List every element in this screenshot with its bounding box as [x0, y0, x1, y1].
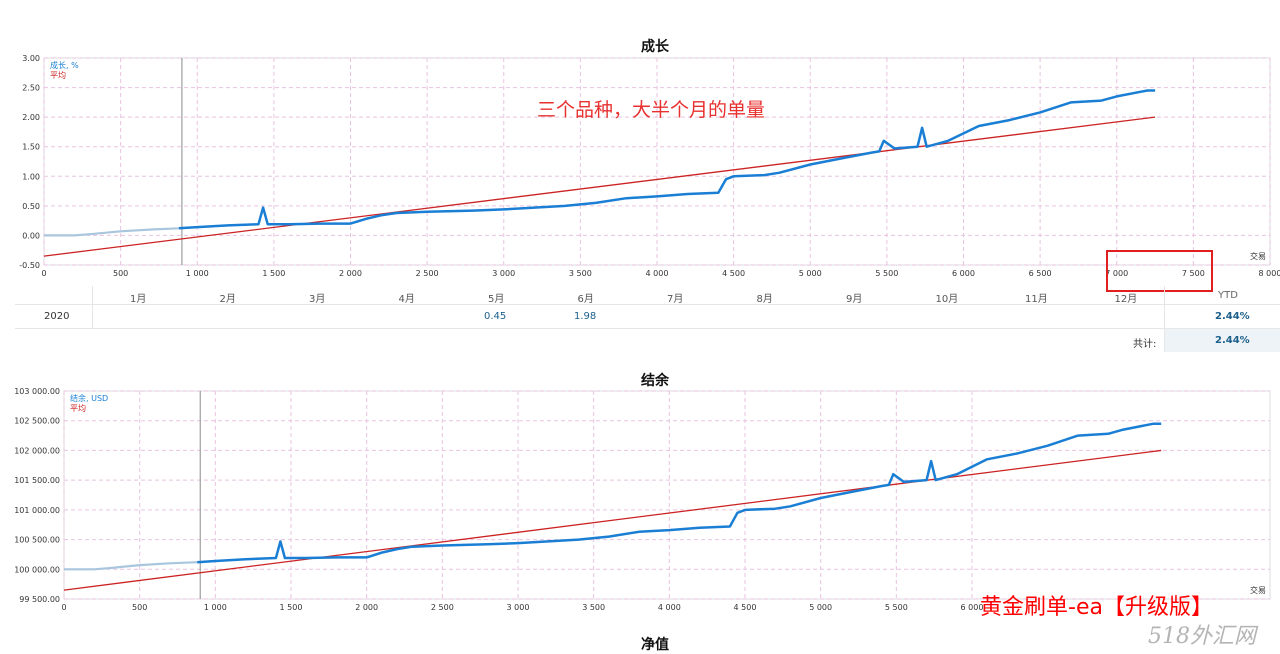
- y-tick-label: 2.50: [22, 84, 40, 93]
- x-axis-label: 交易: [1250, 251, 1266, 261]
- watermark-text: 黄金刷单-ea【升级版】: [980, 595, 1213, 620]
- y-tick-label: 2.00: [22, 113, 40, 122]
- x-tick-label: 500: [132, 603, 147, 612]
- average-line: [43, 116, 1156, 257]
- balance-chart: 103 000.00 102 500.00 102 000.00 101 500.00…: [14, 387, 1271, 612]
- growth-line: [178, 89, 1156, 230]
- y-tick-label: 102 500.00: [14, 417, 60, 426]
- legend-growth: 成长, %: [50, 60, 79, 70]
- y-tick-label: 101 000.00: [14, 506, 60, 515]
- y-tick-label: 102 000.00: [14, 446, 60, 455]
- plot-frame: [63, 390, 1271, 600]
- month-label: 11月: [1025, 294, 1048, 305]
- total-value: 2.44%: [1215, 335, 1250, 346]
- x-tick-label: 3 000: [507, 603, 530, 612]
- month-label: 3月: [309, 294, 326, 305]
- x-tick-label: 1 500: [262, 269, 285, 278]
- x-tick-label: 1 500: [280, 603, 303, 612]
- x-tick-label: 6 000: [952, 269, 975, 278]
- total-label: 共计:: [1133, 339, 1157, 350]
- y-tick-label: 100 500.00: [14, 536, 60, 545]
- month-label: 10月: [935, 294, 959, 305]
- month-label: 6月: [577, 294, 594, 305]
- x-tick-label: 500: [113, 269, 128, 278]
- y-tick-label: 99 500.00: [19, 595, 60, 604]
- y-tick-label: 100 000.00: [14, 565, 60, 574]
- x-tick-label: 2 500: [431, 603, 454, 612]
- x-tick-label: 1 000: [204, 603, 227, 612]
- x-tick-label: 2 000: [339, 269, 362, 278]
- growth-line-history: [64, 561, 198, 571]
- x-tick-label: 7 000: [1105, 269, 1128, 278]
- legend-growth: 结余, USD: [70, 393, 108, 403]
- growth-line-history: [44, 227, 179, 237]
- month-label: 2月: [219, 294, 236, 305]
- total-cell-bg: [1165, 329, 1280, 352]
- x-tick-label: 2 500: [416, 269, 439, 278]
- y-tick-label: -0.50: [19, 261, 40, 270]
- chart2-title: 结余: [641, 373, 669, 389]
- x-tick-label: 4 500: [734, 603, 757, 612]
- x-tick-label: 5 500: [875, 269, 898, 278]
- x-tick-label: 8 000: [1259, 269, 1280, 278]
- y-tick-label: 103 000.00: [14, 387, 60, 396]
- table-divider: [1164, 286, 1165, 352]
- legend-average: 平均: [50, 70, 66, 80]
- highlight-box: [1106, 250, 1213, 292]
- year-cell: 2020: [44, 311, 70, 322]
- table-divider: [15, 328, 1280, 329]
- may-value: 0.45: [484, 311, 507, 322]
- x-tick-label: 7 500: [1182, 269, 1205, 278]
- month-label: 1月: [130, 294, 147, 305]
- x-tick-label: 1 000: [186, 269, 209, 278]
- x-tick-label: 0: [41, 269, 46, 278]
- chart1-title: 成长: [641, 39, 669, 55]
- legend-average: 平均: [70, 403, 86, 413]
- month-label: 9月: [846, 294, 863, 305]
- growth-line: [197, 422, 1162, 564]
- y-tick-label: 0.50: [22, 202, 40, 211]
- x-tick-label: 4 000: [658, 603, 681, 612]
- chart3-title: 净值: [641, 637, 669, 653]
- y-tick-label: 1.50: [22, 143, 40, 152]
- month-label: 5月: [488, 294, 505, 305]
- x-tick-label: 5 000: [799, 269, 822, 278]
- x-tick-label: 5 000: [809, 603, 832, 612]
- y-tick-label: 1.00: [22, 172, 40, 181]
- growth-chart: 3.00 2.50 2.00 1.50 1.00 0.50 0.00 -0.500 500 1 0…: [19, 54, 1280, 278]
- ytd-value: 2.44%: [1215, 311, 1250, 322]
- average-line: [63, 449, 1162, 591]
- x-tick-label: 2 000: [355, 603, 378, 612]
- table-divider: [92, 286, 93, 328]
- y-tick-label: 101 500.00: [14, 476, 60, 485]
- x-tick-label: 0: [61, 603, 66, 612]
- month-label: 4月: [398, 294, 415, 305]
- y-tick-label: 0.00: [22, 231, 40, 240]
- x-tick-label: 4 000: [646, 269, 669, 278]
- month-label: 7月: [667, 294, 684, 305]
- watermark-site: 518外汇网: [1148, 624, 1256, 649]
- jun-value: 1.98: [574, 311, 597, 322]
- x-tick-label: 4 500: [722, 269, 745, 278]
- ytd-header: YTD: [1218, 290, 1238, 301]
- x-tick-label: 6 500: [1029, 269, 1052, 278]
- x-tick-label: 3 500: [569, 269, 592, 278]
- table-divider: [15, 304, 1280, 305]
- x-tick-label: 5 500: [885, 603, 908, 612]
- x-axis-label: 交易: [1250, 585, 1266, 595]
- x-tick-label: 3 000: [492, 269, 515, 278]
- x-tick-label: 6 000: [961, 603, 984, 612]
- x-tick-label: 3 500: [582, 603, 605, 612]
- y-tick-label: 3.00: [22, 54, 40, 63]
- month-label: 8月: [756, 294, 773, 305]
- month-label: 12月: [1114, 294, 1138, 305]
- chart-annotation: 三个品种，大半个月的单量: [537, 99, 766, 121]
